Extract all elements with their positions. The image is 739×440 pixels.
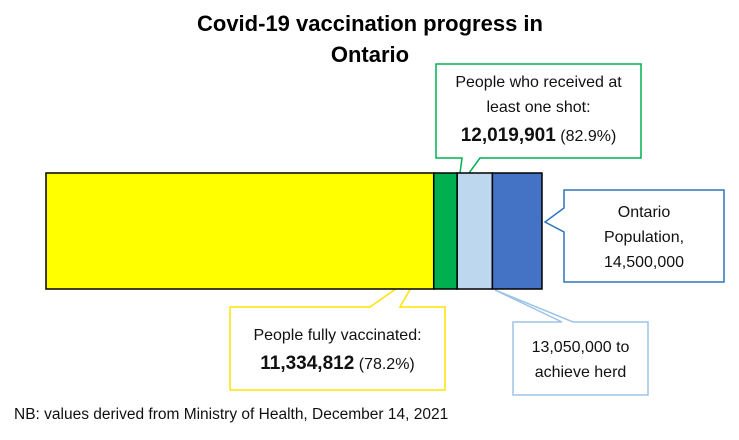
callout-one-shot-line-2: least one shot: [486,99,591,116]
footnote: NB: values derived from Ministry of Heal… [14,406,449,423]
chart-title-line-2: Ontario [330,42,410,67]
callout-population-line-3: 14,500,000 [603,254,685,271]
callout-fully-vaccinated: People fully vaccinated: 11,334,812 (78.… [230,323,445,377]
callout-fully-vaccinated-box [229,271,446,391]
callout-population-line-2: Population, [603,229,685,246]
callout-herd: 13,050,000 to achieve herd [513,335,648,385]
bar-segment-population [491,172,543,290]
bar-segment-fully [45,172,435,290]
callout-herd-line-1: 13,050,000 to [531,339,630,356]
callout-population: Ontario Population, 14,500,000 [564,200,724,275]
callout-one-shot-percent: (82.9%) [560,128,617,145]
callout-one-shot-line-1: People who received at [455,74,622,91]
callout-one-shot: People who received at least one shot: 1… [436,70,641,149]
chart-title: Covid-19 vaccination progress in Ontario [140,8,600,70]
bar-segment-herd [456,172,494,290]
callout-population-line-1: Ontario [617,204,671,221]
callout-fully-percent: (78.2%) [358,356,415,373]
callout-fully-value: 11,334,812 [260,353,355,374]
callout-fully-line-1: People fully vaccinated: [253,327,422,344]
callout-one-shot-value: 12,019,901 [460,125,556,146]
callout-herd-line-2: achieve herd [534,364,627,381]
callout-population-box [543,189,725,283]
bar-segment-one-shot [432,172,458,290]
callout-herd-box [494,289,649,396]
chart-title-line-1: Covid-19 vaccination progress in [197,11,543,36]
stacked-bar [45,172,543,290]
